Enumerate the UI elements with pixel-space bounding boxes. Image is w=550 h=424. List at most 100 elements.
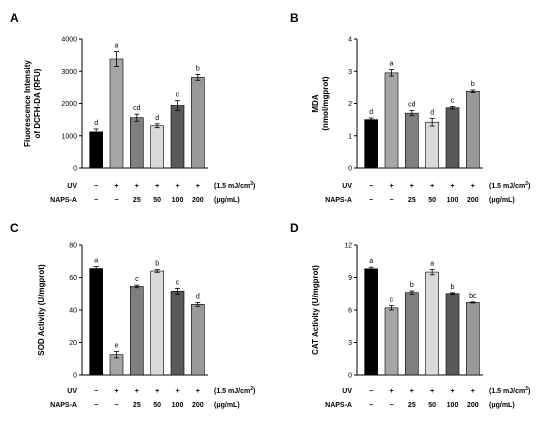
y-tick-label: 3000 xyxy=(61,69,77,76)
uv-value: + xyxy=(471,388,475,395)
naps-value: 100 xyxy=(172,402,184,409)
significance-letter: a xyxy=(94,258,98,265)
y-tick-label: 20 xyxy=(69,340,77,347)
uv-value: + xyxy=(450,388,454,395)
panel-C: C 0 20 40 60 80 SOD Activity (U/mgprot) a − − e + − c… xyxy=(10,221,255,409)
naps-value: 50 xyxy=(428,402,436,409)
uv-value: + xyxy=(155,388,159,395)
y-tick-label: 2 xyxy=(348,101,352,108)
uv-unit-suffix: ) xyxy=(253,183,255,190)
significance-letter: cd xyxy=(133,105,141,112)
significance-letter: a xyxy=(369,258,373,265)
uv-value: − xyxy=(369,183,373,190)
naps-unit: (μg/mL) xyxy=(489,197,515,204)
uv-value: + xyxy=(410,183,414,190)
significance-letter: d xyxy=(430,109,434,116)
bar xyxy=(191,77,205,169)
bar xyxy=(170,105,185,169)
significance-letter: a xyxy=(115,43,119,50)
y-tick-label: 40 xyxy=(69,308,77,315)
uv-value: − xyxy=(369,388,373,395)
uv-value: + xyxy=(114,388,118,395)
bar xyxy=(89,131,103,169)
significance-letter: b xyxy=(471,81,475,88)
y-tick-label: 0 xyxy=(73,373,77,380)
bar xyxy=(466,302,480,376)
significance-letter: c xyxy=(176,92,180,99)
uv-unit-suffix: ) xyxy=(528,388,530,395)
y-tick-label: 0 xyxy=(73,166,77,173)
y-tick-label: 9 xyxy=(348,275,352,282)
uv-unit-suffix: ) xyxy=(528,183,530,190)
bar xyxy=(405,292,419,376)
uv-unit-prefix: (1.5 mJ/cm xyxy=(214,388,250,395)
y-axis-label: SOD Activity (U/mgprot) xyxy=(37,264,46,356)
uv-value: + xyxy=(196,388,200,395)
uv-value: + xyxy=(430,183,434,190)
significance-letter: d xyxy=(155,115,159,122)
bar xyxy=(445,293,460,376)
y-tick-label: 60 xyxy=(69,275,77,282)
naps-label: NAPS-A xyxy=(50,197,77,204)
bar xyxy=(89,268,103,376)
uv-unit-suffix: ) xyxy=(253,388,255,395)
significance-letter: c xyxy=(176,279,180,286)
y-tick-label: 80 xyxy=(69,243,77,250)
uv-value: + xyxy=(135,388,139,395)
uv-value: + xyxy=(155,183,159,190)
uv-unit: (1.5 mJ/cm2) xyxy=(489,181,530,190)
significance-letter: c xyxy=(451,97,455,104)
naps-value: 200 xyxy=(192,402,204,409)
bar xyxy=(405,112,419,169)
naps-value: − xyxy=(369,402,373,409)
significance-letter: a xyxy=(430,260,434,267)
bar xyxy=(191,304,205,376)
significance-letter: cd xyxy=(408,102,416,109)
naps-unit: (μg/mL) xyxy=(214,197,240,204)
uv-label: UV xyxy=(342,183,352,190)
uv-value: + xyxy=(430,388,434,395)
naps-value: 100 xyxy=(172,197,184,204)
uv-unit-prefix: (1.5 mJ/cm xyxy=(214,183,250,190)
y-axis-label-line2: (nmol/mgprot) xyxy=(321,76,330,131)
y-axis-label-line2: of DCFH-DA (RFU) xyxy=(33,68,42,138)
uv-unit-sup: 2 xyxy=(525,386,528,392)
panel-letter: B xyxy=(290,11,299,25)
naps-value: − xyxy=(369,197,373,204)
bar xyxy=(425,271,439,376)
bar xyxy=(364,119,378,169)
naps-value: 25 xyxy=(408,197,416,204)
uv-unit-sup: 2 xyxy=(250,386,253,392)
uv-value: + xyxy=(135,183,139,190)
naps-value: − xyxy=(389,197,393,204)
uv-unit: (1.5 mJ/cm2) xyxy=(214,386,255,395)
panel-letter: A xyxy=(10,11,19,25)
uv-value: − xyxy=(94,388,98,395)
uv-value: + xyxy=(114,183,118,190)
y-tick-label: 1 xyxy=(348,133,352,140)
naps-value: − xyxy=(114,402,118,409)
significance-letter: d xyxy=(196,293,200,300)
naps-value: 200 xyxy=(467,197,479,204)
significance-letter: d xyxy=(369,109,373,116)
naps-unit: (μg/mL) xyxy=(489,402,515,409)
y-tick-label: 6 xyxy=(348,308,352,315)
significance-letter: b xyxy=(196,65,200,72)
panel-letter: D xyxy=(290,221,299,235)
bar xyxy=(130,286,144,376)
naps-value: − xyxy=(389,402,393,409)
uv-unit-sup: 2 xyxy=(250,181,253,187)
naps-value: 25 xyxy=(133,402,141,409)
y-tick-label: 4000 xyxy=(61,37,77,44)
naps-value: 50 xyxy=(153,402,161,409)
naps-label: NAPS-A xyxy=(325,402,352,409)
significance-letter: bc xyxy=(469,293,477,300)
uv-unit-prefix: (1.5 mJ/cm xyxy=(489,388,525,395)
significance-letter: e xyxy=(115,342,119,349)
bar xyxy=(466,90,480,169)
y-tick-label: 1000 xyxy=(61,133,77,140)
y-axis-label: MDA xyxy=(311,94,320,112)
